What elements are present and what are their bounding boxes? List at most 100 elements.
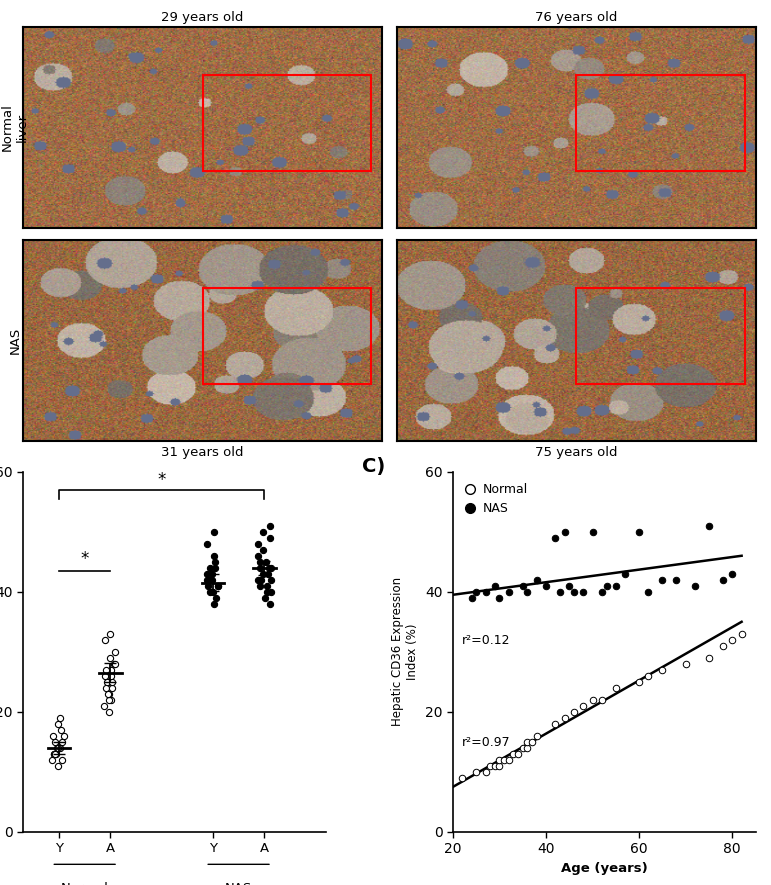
Point [498,753,510,767]
Point [596,693,608,707]
Point [103,687,116,701]
Point [656,663,668,677]
Point [587,693,599,707]
Point [558,525,571,539]
Point [102,674,114,689]
Point [470,765,483,779]
Point [209,561,221,575]
Point [656,573,668,587]
Point [619,566,631,581]
Point [209,555,221,569]
Point [261,579,273,593]
Y-axis label: NAS: NAS [8,327,22,354]
X-axis label: 31 years old: 31 years old [161,446,244,459]
Text: r²=0.97: r²=0.97 [463,735,511,749]
Point [633,525,645,539]
Point [726,633,739,647]
Point [470,585,483,599]
Point [264,519,276,533]
Point [204,585,217,599]
Text: r²=0.12: r²=0.12 [463,634,510,647]
Point [259,590,271,604]
Text: NAS: NAS [225,882,252,885]
Point [601,579,613,593]
Point [484,758,497,773]
Point [56,753,68,767]
Point [106,674,118,689]
Point [49,735,61,749]
Text: Normal: Normal [61,882,109,885]
Point [254,573,267,587]
Legend: Normal, NAS: Normal, NAS [460,478,534,520]
Point [679,657,692,671]
Point [263,561,275,575]
Point [264,561,277,575]
Point [251,549,264,563]
Point [736,627,748,641]
Point [577,585,590,599]
Point [517,579,529,593]
Point [46,753,59,767]
Point [521,741,534,755]
Point [99,633,111,647]
Point [521,585,534,599]
Point [212,579,224,593]
Point [480,765,492,779]
Point [717,573,729,587]
Point [51,741,63,755]
Point [206,566,218,581]
Point [52,758,64,773]
Point [264,596,277,611]
Point [108,657,120,671]
Point [489,758,501,773]
Y-axis label: Hepatic CD36 Expression
Index (%): Hepatic CD36 Expression Index (%) [392,577,419,727]
Text: *: * [157,471,166,489]
Point [512,747,524,761]
Point [567,704,580,719]
Point [264,585,277,599]
Point [52,741,64,755]
Point [558,711,571,725]
Point [104,650,116,665]
Point [493,758,506,773]
Point [549,531,561,545]
Point [200,536,213,550]
Point [52,741,64,755]
Point [104,627,116,641]
Point [456,771,469,785]
Point [703,519,715,533]
Point [58,728,70,743]
Point [52,717,64,731]
X-axis label: Age (years): Age (years) [561,862,648,875]
Point [517,741,529,755]
Point [254,579,267,593]
Point [50,747,62,761]
Point [100,663,113,677]
Point [207,585,219,599]
Point [577,699,590,713]
Point [642,585,655,599]
Point [204,561,216,575]
Point [554,585,566,599]
Point [104,663,116,677]
Point [670,573,682,587]
Point [259,555,271,569]
Point [503,585,515,599]
Point [642,669,655,683]
Point [208,549,221,563]
Point [258,566,270,581]
Point [530,728,543,743]
Point [200,573,213,587]
Point [633,674,645,689]
Point [526,735,538,749]
Point [489,579,501,593]
Title: 29 years old: 29 years old [161,11,244,24]
Title: 76 years old: 76 years old [535,11,618,24]
Point [212,579,224,593]
Point [567,585,580,599]
Point [507,747,520,761]
Point [103,704,116,719]
Point [203,573,215,587]
Point [200,566,213,581]
Point [252,536,264,550]
